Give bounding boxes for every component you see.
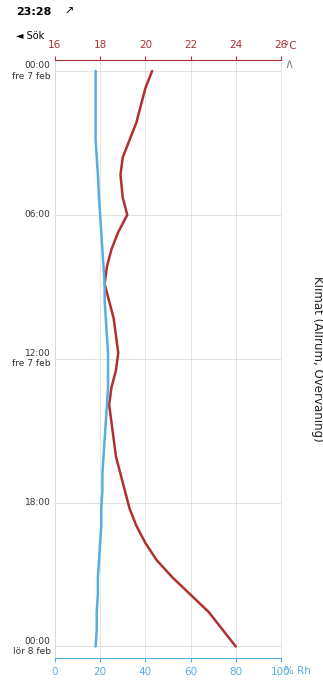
Text: 23:28: 23:28 <box>16 7 52 18</box>
Text: Klimat (Allrum, Övervåning): Klimat (Allrum, Övervåning) <box>311 276 323 442</box>
Text: ◄ Sök: ◄ Sök <box>16 31 44 41</box>
Text: °C: °C <box>284 41 297 51</box>
Text: % Rh: % Rh <box>284 666 311 676</box>
Text: ↗: ↗ <box>65 7 74 18</box>
Text: ∧: ∧ <box>284 58 293 71</box>
